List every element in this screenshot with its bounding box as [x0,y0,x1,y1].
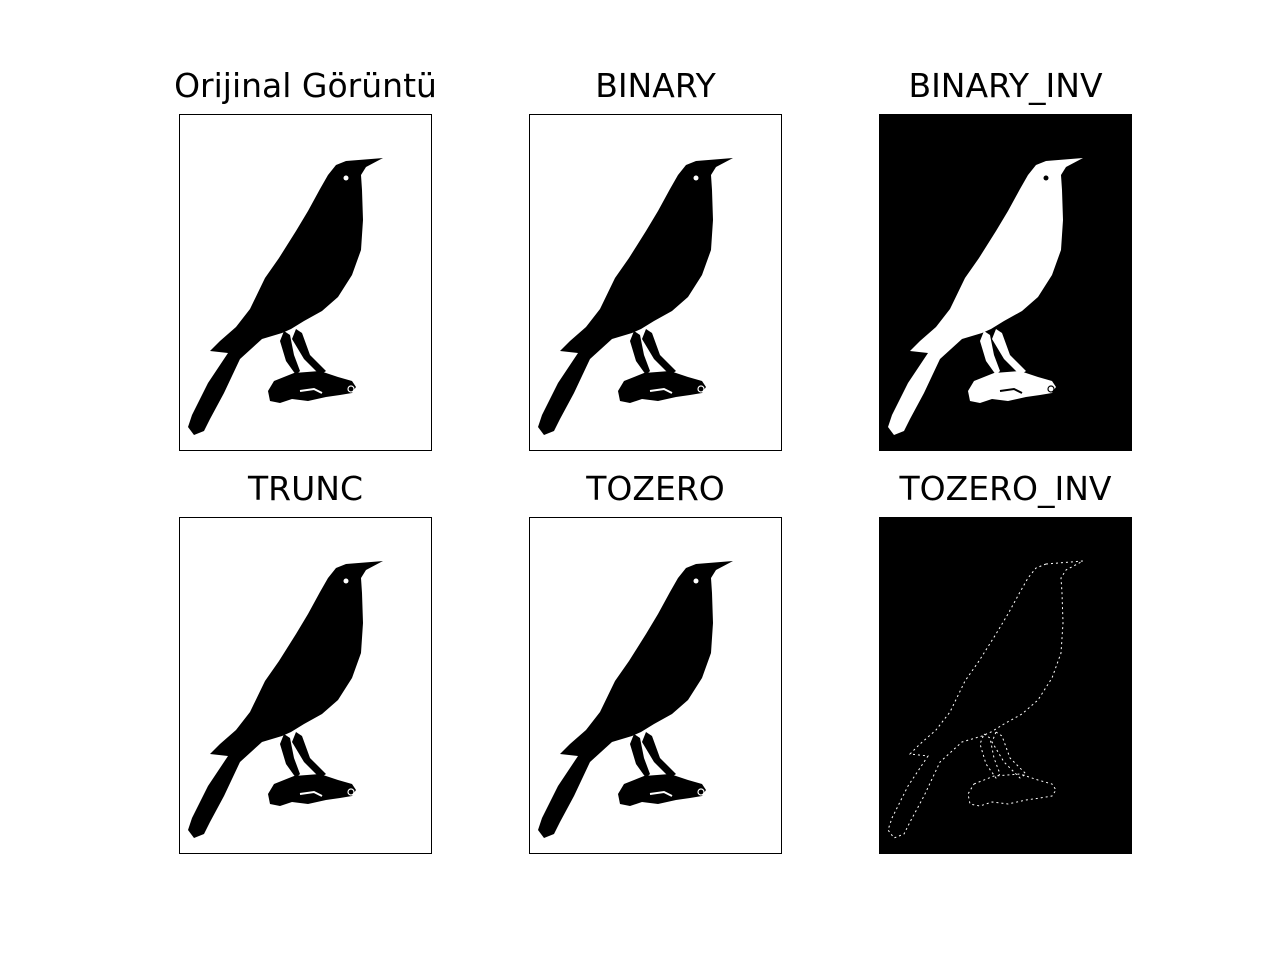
bird-body [538,561,733,838]
branch-perch [268,774,356,806]
bird-image-binary [530,115,781,450]
bird-body [887,560,1084,839]
bird-image-tozero-inv [880,518,1131,853]
branch-highlight [299,387,323,394]
image-background [880,518,1131,853]
bird-image-binary-inv [880,115,1131,450]
branch-knot [697,788,705,796]
bird-image-trunc [180,518,431,853]
bird-leg [980,331,1000,375]
bird-eye [343,578,349,584]
bird-image-original [180,115,431,450]
bird-eye [343,175,349,181]
bird-image-tozero [530,518,781,853]
branch-perch [618,371,706,403]
bird-body [888,158,1083,435]
image-frame-trunc [179,517,432,854]
panel-title-binary: BINARY [595,66,716,105]
image-frame-original [179,114,432,451]
panel-title-binary-inv: BINARY_INV [908,66,1103,105]
branch-highlight [299,790,323,797]
bird-leg [992,329,1026,375]
bird-body [188,561,383,838]
bird-leg [630,734,650,778]
bird-leg [642,732,676,778]
branch-perch [268,371,356,403]
branch-knot [1047,385,1055,393]
bird-eye [693,175,699,181]
bird-eye [1043,175,1049,181]
image-frame-tozero-inv [879,517,1132,854]
panel-title-tozero-inv: TOZERO_INV [899,469,1112,508]
bird-body [538,158,733,435]
branch-highlight [649,790,673,797]
branch-highlight [999,387,1023,394]
bird-leg [292,329,326,375]
branch-knot [347,788,355,796]
bird-leg [280,331,300,375]
branch-perch [967,773,1057,807]
bird-leg [642,329,676,375]
panel-title-trunc: TRUNC [248,469,363,508]
bird-leg [292,732,326,778]
bird-eye [693,578,699,584]
panel-title-original: Orijinal Görüntü [174,66,437,105]
branch-highlight [649,387,673,394]
branch-perch [968,371,1056,403]
panel-title-tozero: TOZERO [586,469,725,508]
branch-knot [697,385,705,393]
image-frame-binary-inv [879,114,1132,451]
branch-perch [618,774,706,806]
bird-leg [280,734,300,778]
image-frame-binary [529,114,782,451]
bird-leg [979,733,1001,779]
bird-leg [991,731,1027,779]
branch-knot [347,385,355,393]
bird-leg [630,331,650,375]
bird-body [188,158,383,435]
image-frame-tozero [529,517,782,854]
